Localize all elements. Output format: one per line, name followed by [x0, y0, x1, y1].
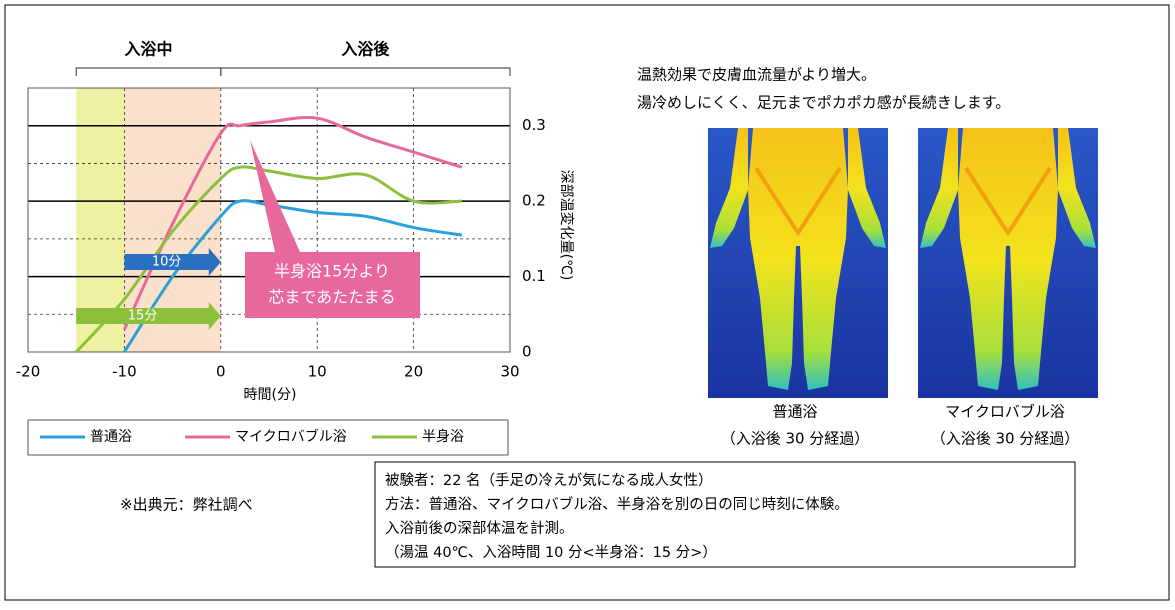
arrow-label: 10分 — [152, 255, 182, 270]
x-tick-label: 20 — [404, 363, 423, 381]
method-box — [374, 461, 1076, 568]
y-tick-label: 0 — [522, 343, 532, 361]
method-line: 被験者：22 名（手足の冷えが気になる成人女性） — [385, 471, 713, 489]
callout — [245, 140, 420, 318]
thermal-image — [916, 126, 1100, 400]
y-tick-label: 0.2 — [522, 192, 546, 210]
x-tick-label: -20 — [16, 363, 41, 381]
x-axis-label: 時間(分) — [244, 387, 297, 403]
y-tick-label: 0.1 — [522, 267, 546, 285]
description: 温熱効果で皮膚血流量がより増大。 — [637, 66, 876, 84]
method-line: 方法：普通浴、マイクロバブル浴、半身浴を別の日の同じ時刻に体験。 — [385, 495, 849, 513]
description: 湯冷めしにくく、足元までポカポカ感が長続きします。 — [637, 94, 1010, 112]
method-line: （湯温 40℃、入浴時間 10 分<半身浴：15 分>） — [385, 544, 717, 561]
series-line — [75, 165, 462, 354]
arrow-label: 15分 — [128, 309, 158, 324]
y-tick-label: 0.3 — [522, 116, 546, 134]
phase-label: 入浴中 — [124, 40, 172, 59]
callout-text: 芯まであたたまる — [268, 288, 395, 307]
image-caption: （入浴後 30 分経過） — [721, 430, 870, 448]
legend-box — [27, 419, 509, 456]
legend-label: マイクロバブル浴 — [235, 428, 347, 445]
x-tick-label: 10 — [308, 363, 327, 381]
duration-arrow — [124, 248, 221, 276]
source: ※出典元：弊社調べ — [120, 496, 253, 514]
thermal-image — [706, 126, 890, 400]
image-title: 普通浴 — [772, 403, 817, 421]
legend-label: 半身浴 — [422, 429, 464, 445]
method-line: 入浴前後の深部体温を計測。 — [385, 520, 574, 537]
x-tick-label: -10 — [112, 363, 137, 381]
phase-bracket — [220, 67, 511, 76]
x-tick-label: 0 — [216, 363, 226, 381]
phase-label: 入浴後 — [341, 40, 390, 59]
image-title: マイクロバブル浴 — [945, 403, 1065, 421]
x-tick-label: 30 — [500, 363, 519, 381]
chart: 入浴中 入浴後 0 0.1 0.2 0.3 -20 -10 0 10 20 30 時間(分) 深部温変化量… — [16, 40, 575, 456]
legend-label: 普通浴 — [90, 429, 132, 445]
frame — [4, 4, 1170, 601]
duration-arrow — [76, 302, 221, 330]
image-caption: （入浴後 30 分経過） — [931, 430, 1080, 448]
phase-bracket — [75, 67, 222, 76]
series-line — [123, 116, 463, 330]
callout-text: 半身浴15分より — [274, 262, 390, 281]
plot-frame — [27, 87, 511, 353]
y-axis-label: 深部温変化量(℃) — [558, 170, 575, 281]
